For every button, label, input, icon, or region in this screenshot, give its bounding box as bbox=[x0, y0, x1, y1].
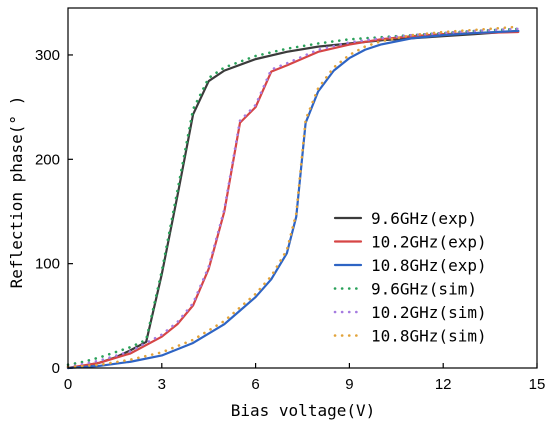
series-line-2 bbox=[66, 29, 520, 370]
legend-label-4: 10.2GHz(sim) bbox=[371, 303, 487, 322]
x-axis-title: Bias voltage(V) bbox=[231, 401, 376, 420]
y-axis-title: Reflection phase(° ) bbox=[7, 96, 26, 289]
legend: 9.6GHz(exp) 10.2GHz(exp) 10.8GHz(exp) 9.6GH… bbox=[333, 209, 487, 346]
plot-frame bbox=[67, 7, 538, 369]
series-line-3 bbox=[66, 27, 520, 367]
legend-label-2: 10.8GHz(exp) bbox=[371, 256, 487, 275]
y-tick-label-1: 100 bbox=[35, 256, 60, 273]
x-tick-label-0: 0 bbox=[64, 376, 72, 393]
legend-label-3: 9.6GHz(sim) bbox=[371, 280, 477, 299]
y-tick-label-2: 200 bbox=[35, 151, 60, 168]
legend-label-1: 10.2GHz(exp) bbox=[371, 233, 487, 252]
x-tick-label-1: 3 bbox=[158, 376, 166, 393]
x-tick-label-5: 15 bbox=[529, 376, 546, 393]
y-tick-label-3: 300 bbox=[35, 47, 60, 64]
series-layer bbox=[66, 25, 520, 370]
series-line-1 bbox=[66, 30, 520, 370]
x-tick-label-2: 6 bbox=[251, 376, 259, 393]
legend-label-0: 9.6GHz(exp) bbox=[371, 209, 477, 228]
y-tick-label-0: 0 bbox=[52, 360, 60, 377]
series-line-5 bbox=[66, 25, 520, 369]
legend-label-5: 10.8GHz(sim) bbox=[371, 327, 487, 346]
x-tick-label-4: 12 bbox=[435, 376, 452, 393]
x-tick-label-3: 9 bbox=[345, 376, 353, 393]
axes-layer: 0 3 6 9 12 15 0 100 200 300 bbox=[35, 7, 546, 393]
